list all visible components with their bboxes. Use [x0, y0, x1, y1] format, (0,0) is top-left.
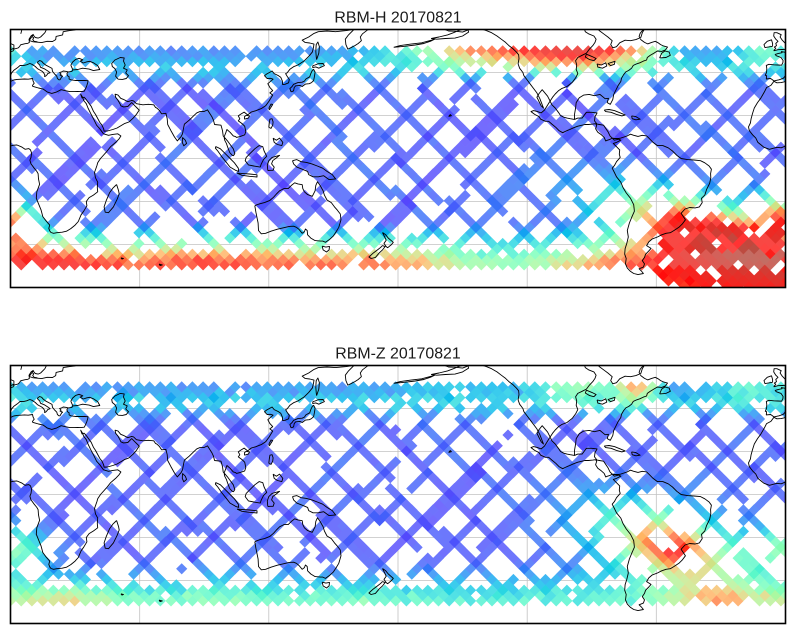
svg-text:RBM-Z 20170821: RBM-Z 20170821 — [335, 345, 461, 362]
svg-text:RBM-H 20170821: RBM-H 20170821 — [334, 9, 461, 26]
